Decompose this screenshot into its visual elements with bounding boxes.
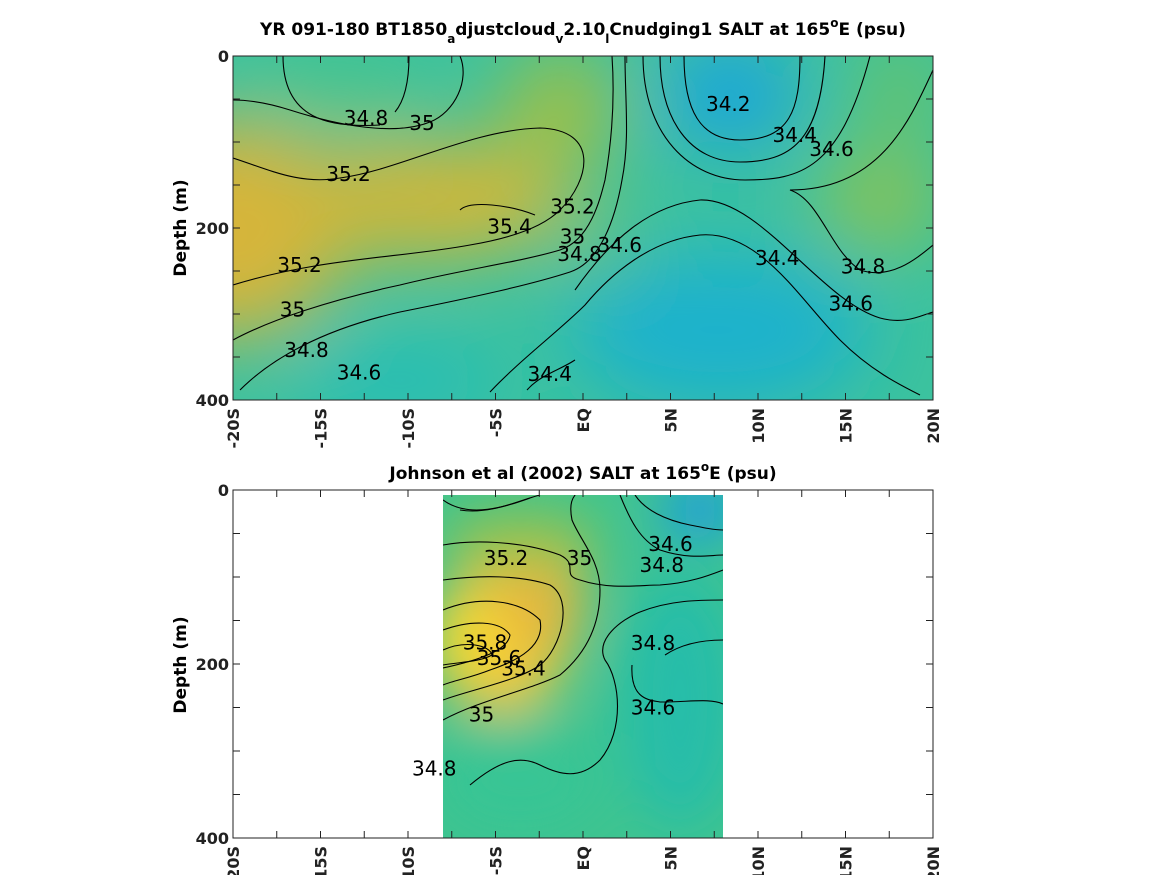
x-tick-label: EQ	[574, 408, 593, 433]
contour-label: 34.4	[755, 246, 800, 270]
bottom-tick-marks	[232, 489, 934, 839]
contour-label: 35.4	[501, 656, 546, 680]
contour-label: 35.2	[484, 546, 529, 570]
top-y-tick-labels: 0 200 400	[196, 47, 229, 410]
y-tick-label: 400	[196, 829, 229, 848]
contour-label: 34.6	[631, 696, 676, 720]
y-tick-label: 400	[196, 391, 229, 410]
contour-label: 34.6	[648, 532, 693, 556]
top-contour-labels: 34.8 3535.235.435.23534.834.634.234.434.6…	[277, 92, 885, 386]
top-tick-marks	[232, 55, 934, 401]
x-tick-label: -10S	[399, 846, 418, 875]
x-tick-label: 5N	[662, 846, 681, 871]
x-tick-label: 10N	[749, 846, 768, 875]
contour-label: 35.6	[477, 646, 522, 670]
x-tick-label: 15N	[837, 846, 856, 875]
bottom-y-axis-label: Depth (m)	[171, 616, 191, 713]
x-tick-label: EQ	[574, 846, 593, 871]
contour-label: 34.6	[809, 137, 854, 161]
y-tick-label: 0	[218, 481, 229, 500]
contour-label: 34.4	[772, 123, 817, 147]
contour-label: 34.8	[557, 242, 602, 266]
contour-label: 34.4	[527, 362, 572, 386]
contour-label: 35.8	[463, 630, 508, 654]
x-tick-label: -15S	[312, 846, 331, 875]
bottom-y-tick-labels: 0 200 400	[196, 481, 229, 848]
contour-label: 35	[469, 702, 494, 726]
x-tick-label: -20S	[224, 408, 243, 448]
top-panel: YR 091-180 BT1850adjustcloudv2.10lCnudgi…	[171, 16, 943, 448]
contour-label: 34.6	[828, 292, 873, 316]
bottom-panel: Johnson et al (2002) SALT at 165oE (psu)	[171, 460, 943, 875]
contour-label: 34.8	[284, 338, 329, 362]
x-tick-label: -10S	[399, 408, 418, 448]
x-tick-label: -15S	[312, 408, 331, 448]
contour-label: 35.2	[326, 162, 371, 186]
bottom-x-tick-labels: -20S -15S -10S -5S EQ 5N 10N 15N 20N	[224, 846, 943, 875]
x-tick-label: 10N	[749, 408, 768, 444]
x-tick-label: -20S	[224, 846, 243, 875]
contour-label: 34.8	[841, 255, 886, 279]
bottom-panel-title: Johnson et al (2002) SALT at 165oE (psu)	[388, 460, 776, 484]
top-y-axis-label: Depth (m)	[171, 179, 191, 276]
contour-label: 34.8	[412, 756, 457, 780]
y-tick-label: 200	[196, 219, 229, 238]
top-contour-lines	[233, 56, 933, 396]
contour-label: 34.6	[337, 360, 382, 384]
contour-label: 35	[280, 298, 305, 322]
top-salinity-field	[233, 56, 933, 400]
contour-label: 34.8	[631, 631, 676, 655]
x-tick-label: 15N	[837, 408, 856, 444]
x-tick-label: 20N	[924, 408, 943, 444]
contour-label: 34.6	[597, 233, 642, 257]
y-tick-label: 0	[218, 47, 229, 66]
bottom-salinity-field	[443, 495, 723, 838]
contour-label: 34.2	[706, 92, 751, 116]
contour-label: 34.8	[344, 106, 389, 130]
top-x-tick-labels: -20S -15S -10S -5S EQ 5N 10N 15N 20N	[224, 408, 943, 448]
x-tick-label: -5S	[487, 408, 506, 437]
x-tick-label: 20N	[924, 846, 943, 875]
contour-label: 35	[409, 111, 434, 135]
contour-label: 34.8	[639, 553, 684, 577]
y-tick-label: 200	[196, 655, 229, 674]
contour-label: 35	[567, 546, 592, 570]
contour-label: 35.2	[550, 195, 595, 219]
contour-label: 35.4	[487, 214, 532, 238]
top-panel-title: YR 091-180 BT1850adjustcloudv2.10lCnudgi…	[259, 16, 906, 46]
contour-label: 35	[560, 225, 585, 249]
x-tick-label: 5N	[662, 408, 681, 433]
bottom-contour-lines	[443, 495, 723, 786]
x-tick-label: -5S	[487, 846, 506, 875]
contour-label: 35.2	[277, 253, 322, 277]
